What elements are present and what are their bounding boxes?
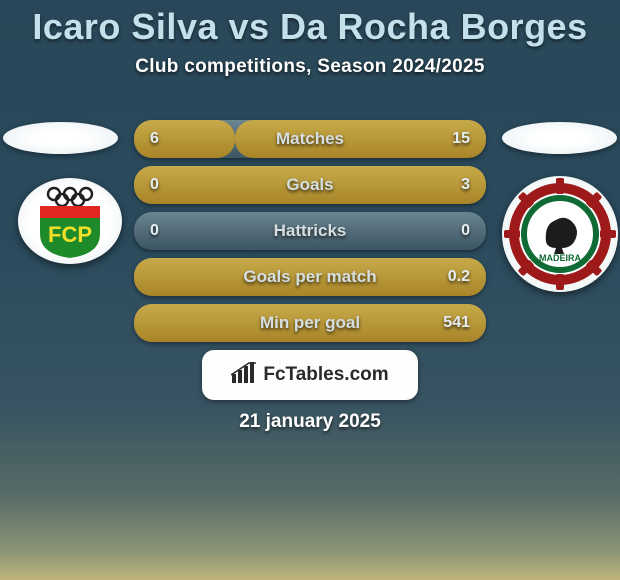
stat-value-right: 0 [461, 222, 470, 240]
stat-bar: Goals per match 0.2 [134, 258, 486, 296]
date-text: 21 january 2025 [0, 411, 620, 433]
bar-fill-right [235, 120, 486, 158]
stat-label: Min per goal [260, 313, 360, 333]
club-crest-left: FCP [18, 178, 122, 264]
page-title: Icaro Silva vs Da Rocha Borges [0, 0, 620, 48]
stat-value-right: 0.2 [448, 268, 470, 286]
comparison-card: Icaro Silva vs Da Rocha Borges Club comp… [0, 0, 620, 580]
stat-value-left: 6 [150, 130, 159, 148]
stat-label: Matches [276, 129, 344, 149]
stat-label: Goals per match [243, 267, 376, 287]
svg-text:FCP: FCP [48, 222, 92, 247]
player-ellipse-left [3, 122, 118, 154]
stat-bar: 0 Hattricks 0 [134, 212, 486, 250]
player-ellipse-right [502, 122, 617, 154]
shield-icon: FCP [30, 184, 110, 258]
stat-value-right: 15 [452, 130, 470, 148]
svg-text:MADEIRA: MADEIRA [539, 253, 581, 263]
stat-value-left: 0 [150, 176, 159, 194]
stat-label: Goals [286, 175, 333, 195]
club-crest-right: MADEIRA [502, 176, 618, 292]
stat-bars: 6 Matches 15 0 Goals 3 0 Hattricks 0 Goals per ma… [134, 120, 486, 350]
brand-label: FcTables.com [263, 364, 388, 386]
stat-value-right: 3 [461, 176, 470, 194]
stat-bar: 0 Goals 3 [134, 166, 486, 204]
subtitle: Club competitions, Season 2024/2025 [0, 56, 620, 78]
wheel-icon: MADEIRA [504, 178, 616, 290]
brand-box[interactable]: FcTables.com [202, 350, 418, 400]
stat-value-left: 0 [150, 222, 159, 240]
stat-label: Hattricks [274, 221, 347, 241]
chart-icon [231, 362, 257, 389]
stat-value-right: 541 [443, 314, 470, 332]
stat-bar: 6 Matches 15 [134, 120, 486, 158]
stat-bar: Min per goal 541 [134, 304, 486, 342]
